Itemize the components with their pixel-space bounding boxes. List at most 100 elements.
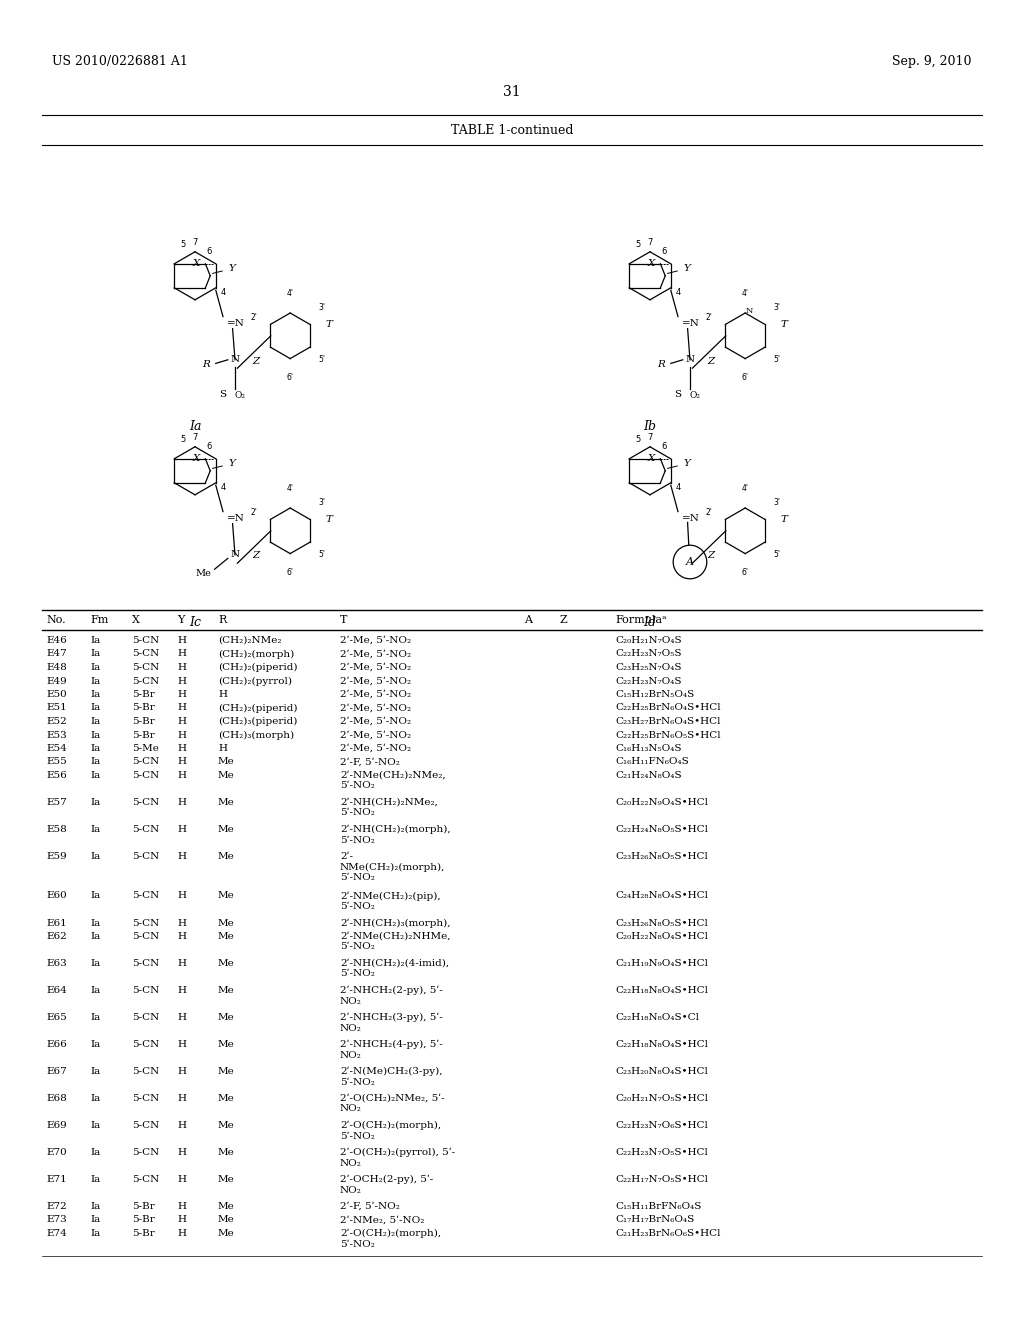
Text: 2ʹ-Me, 5ʹ-NO₂: 2ʹ-Me, 5ʹ-NO₂: [340, 649, 411, 659]
Text: H: H: [177, 649, 186, 659]
Text: H: H: [177, 771, 186, 780]
Text: 5': 5': [318, 355, 326, 364]
Text: 5-CN: 5-CN: [132, 649, 160, 659]
Text: 5-Br: 5-Br: [132, 1203, 155, 1210]
Text: E55: E55: [46, 758, 67, 767]
Text: Ia: Ia: [90, 799, 100, 807]
Text: O₂: O₂: [690, 391, 701, 400]
Text: 2ʹ-NH(CH₂)₂(morph),
5ʹ-NO₂: 2ʹ-NH(CH₂)₂(morph), 5ʹ-NO₂: [340, 825, 451, 845]
Text: Ia: Ia: [90, 663, 100, 672]
Text: 6': 6': [741, 569, 749, 577]
Text: Ia: Ia: [188, 421, 202, 433]
Text: 2ʹ-NMe(CH₂)₂(pip),
5ʹ-NO₂: 2ʹ-NMe(CH₂)₂(pip), 5ʹ-NO₂: [340, 891, 440, 911]
Text: A: A: [686, 557, 694, 568]
Text: C₂₀H₂₁N₇O₅S•HCl: C₂₀H₂₁N₇O₅S•HCl: [615, 1094, 708, 1104]
Text: E62: E62: [46, 932, 67, 941]
Text: Me: Me: [218, 825, 234, 834]
Text: Ia: Ia: [90, 1203, 100, 1210]
Text: 5-CN: 5-CN: [132, 1067, 160, 1076]
Text: C₂₂H₂₅BrN₆O₅S•HCl: C₂₂H₂₅BrN₆O₅S•HCl: [615, 730, 721, 739]
Text: E72: E72: [46, 1203, 67, 1210]
Text: 4: 4: [676, 288, 681, 297]
Text: X: X: [648, 259, 655, 268]
Text: E46: E46: [46, 636, 67, 645]
Text: H: H: [177, 1067, 186, 1076]
Text: 6: 6: [206, 247, 211, 256]
Text: 5-CN: 5-CN: [132, 986, 160, 995]
Text: 4': 4': [287, 289, 294, 298]
Text: H: H: [177, 676, 186, 685]
Text: R: R: [657, 360, 666, 370]
Text: =N: =N: [682, 515, 699, 523]
Text: Ia: Ia: [90, 704, 100, 713]
Text: E65: E65: [46, 1012, 67, 1022]
Text: =N: =N: [226, 319, 245, 329]
Text: H: H: [177, 960, 186, 968]
Text: 5-CN: 5-CN: [132, 1148, 160, 1158]
Text: Me: Me: [218, 1012, 234, 1022]
Text: E49: E49: [46, 676, 67, 685]
Text: H: H: [177, 825, 186, 834]
Text: No.: No.: [46, 615, 66, 624]
Text: Me: Me: [218, 799, 234, 807]
Text: 4: 4: [676, 483, 681, 492]
Text: C₂₂H₂₃N₇O₅S: C₂₂H₂₃N₇O₅S: [615, 649, 682, 659]
Text: (CH₂)₂(pyrrol): (CH₂)₂(pyrrol): [218, 676, 292, 685]
Text: C₁₅H₁₁BrFN₆O₄S: C₁₅H₁₁BrFN₆O₄S: [615, 1203, 701, 1210]
Text: H: H: [177, 690, 186, 700]
Text: 5': 5': [318, 549, 326, 558]
Text: H: H: [177, 1121, 186, 1130]
Text: Z: Z: [708, 356, 715, 366]
Text: Me: Me: [218, 891, 234, 900]
Text: 2': 2': [706, 508, 712, 516]
Text: =N: =N: [682, 319, 699, 329]
Text: 2': 2': [250, 313, 257, 322]
Text: C₂₂H₁₈N₈O₄S•HCl: C₂₂H₁₈N₈O₄S•HCl: [615, 986, 708, 995]
Text: 2ʹ-NHCH₂(3-py), 5ʹ-
NO₂: 2ʹ-NHCH₂(3-py), 5ʹ- NO₂: [340, 1012, 442, 1032]
Text: 5-Br: 5-Br: [132, 730, 155, 739]
Text: Formulaᵃ: Formulaᵃ: [615, 615, 667, 624]
Text: Ia: Ia: [90, 919, 100, 928]
Text: 2ʹ-NHCH₂(2-py), 5ʹ-
NO₂: 2ʹ-NHCH₂(2-py), 5ʹ- NO₂: [340, 986, 442, 1006]
Text: E48: E48: [46, 663, 67, 672]
Text: 5: 5: [180, 240, 185, 249]
Text: 5-Br: 5-Br: [132, 1229, 155, 1238]
Text: S: S: [675, 391, 682, 399]
Text: 5-CN: 5-CN: [132, 663, 160, 672]
Text: 2ʹ-F, 5ʹ-NO₂: 2ʹ-F, 5ʹ-NO₂: [340, 1203, 400, 1210]
Text: 5': 5': [773, 549, 780, 558]
Text: 4: 4: [220, 483, 225, 492]
Text: N: N: [685, 355, 694, 364]
Text: E74: E74: [46, 1229, 67, 1238]
Text: 2ʹ-NMe(CH₂)₂NHMe,
5ʹ-NO₂: 2ʹ-NMe(CH₂)₂NHMe, 5ʹ-NO₂: [340, 932, 451, 952]
Text: Ia: Ia: [90, 1229, 100, 1238]
Text: Me: Me: [218, 758, 234, 767]
Text: 5-CN: 5-CN: [132, 636, 160, 645]
Text: 5-CN: 5-CN: [132, 1175, 160, 1184]
Text: 3': 3': [318, 304, 326, 312]
Text: C₂₂H₁₈N₈O₄S•Cl: C₂₂H₁₈N₈O₄S•Cl: [615, 1012, 699, 1022]
Text: Me: Me: [218, 771, 234, 780]
Text: 5-CN: 5-CN: [132, 799, 160, 807]
Text: 5-CN: 5-CN: [132, 919, 160, 928]
Text: 3': 3': [773, 304, 780, 312]
Text: E69: E69: [46, 1121, 67, 1130]
Text: 2ʹ-Me, 5ʹ-NO₂: 2ʹ-Me, 5ʹ-NO₂: [340, 636, 411, 645]
Text: Ia: Ia: [90, 744, 100, 752]
Text: 5-CN: 5-CN: [132, 960, 160, 968]
Text: X: X: [193, 454, 201, 463]
Text: 2ʹ-O(CH₂)₂NMe₂, 5ʹ-
NO₂: 2ʹ-O(CH₂)₂NMe₂, 5ʹ- NO₂: [340, 1094, 444, 1113]
Text: H: H: [177, 1175, 186, 1184]
Text: Z: Z: [708, 552, 715, 561]
Text: H: H: [177, 1012, 186, 1022]
Text: H: H: [177, 1203, 186, 1210]
Text: H: H: [177, 704, 186, 713]
Text: 4': 4': [287, 484, 294, 494]
Text: E54: E54: [46, 744, 67, 752]
Text: 2ʹ-Me, 5ʹ-NO₂: 2ʹ-Me, 5ʹ-NO₂: [340, 730, 411, 739]
Text: Ia: Ia: [90, 932, 100, 941]
Text: Y: Y: [683, 459, 690, 469]
Text: Ia: Ia: [90, 1175, 100, 1184]
Text: Me: Me: [218, 960, 234, 968]
Text: H: H: [177, 663, 186, 672]
